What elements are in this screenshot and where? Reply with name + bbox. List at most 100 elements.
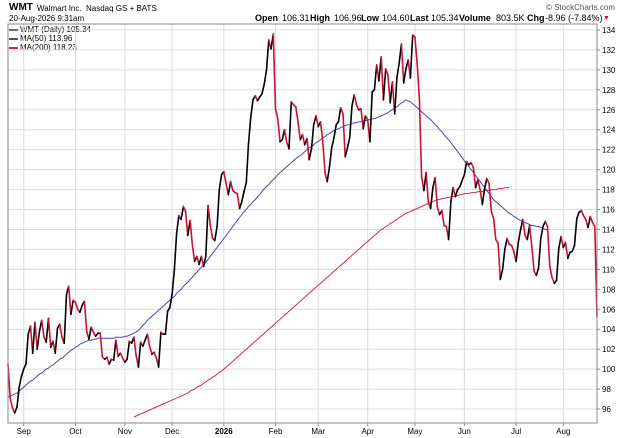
price-segment	[589, 215, 594, 224]
price-segment	[503, 237, 508, 251]
price-segment	[164, 310, 169, 336]
price-segment	[452, 186, 457, 198]
price-segment	[319, 121, 324, 142]
price-segment	[146, 333, 151, 348]
price-segment	[250, 99, 254, 118]
price-segment	[384, 68, 389, 76]
y-tick-label: 98	[602, 385, 611, 394]
last-value: 105.34	[431, 13, 459, 23]
volume-label: Volume	[459, 13, 491, 23]
open-label: Open	[255, 13, 279, 23]
legend-item-ma50: MA(50) 113.96	[9, 34, 91, 43]
low-label: Low	[361, 13, 379, 23]
y-tick-label: 134	[602, 26, 616, 35]
y-tick-label: 122	[602, 146, 616, 155]
price-segment	[528, 224, 533, 248]
x-tick-label: May	[407, 427, 422, 436]
price-segment	[180, 205, 185, 221]
price-segment	[396, 62, 401, 79]
y-tick-label: 112	[602, 245, 615, 254]
price-segment	[326, 165, 331, 183]
last-label: Last	[410, 13, 429, 23]
price-segment	[202, 255, 207, 268]
price-segment	[47, 317, 52, 349]
x-tick-label: Jul	[511, 427, 521, 436]
price-segment	[182, 205, 187, 213]
price-segment	[344, 146, 349, 158]
price-segment	[575, 211, 580, 220]
high-label: High	[310, 13, 330, 23]
y-tick-label: 118	[602, 186, 615, 195]
price-segment	[472, 166, 477, 189]
price-segment	[360, 108, 365, 130]
grid-lines	[8, 24, 597, 423]
y-tick-label: 126	[602, 106, 616, 115]
price-segment	[205, 204, 209, 258]
price-segment	[40, 319, 45, 339]
price-segment	[330, 136, 335, 149]
chart-header: WMT Walmart Inc. Nasdaq GS + BATS 20-Aug…	[0, 0, 619, 24]
price-segment	[126, 340, 131, 361]
price-segment	[499, 268, 504, 281]
x-tick-label: Jun	[458, 427, 471, 436]
price-segment	[434, 176, 439, 209]
price-segment	[551, 276, 556, 285]
price-segment	[355, 104, 360, 111]
price-segment	[485, 177, 490, 185]
watermark: © StockCharts.com	[545, 3, 615, 12]
price-layer	[7, 33, 598, 414]
price-segment	[555, 247, 560, 282]
price-segment	[333, 123, 338, 139]
y-tick-label: 108	[602, 285, 616, 294]
price-segment	[306, 137, 311, 161]
price-segment	[308, 147, 313, 161]
price-segment	[63, 293, 68, 345]
y-tick-label: 124	[602, 126, 616, 135]
price-segment	[483, 177, 488, 190]
price-segment	[207, 204, 212, 227]
price-segment	[189, 219, 194, 246]
price-segment	[209, 224, 214, 240]
price-segment	[9, 397, 14, 409]
price-segment	[481, 187, 486, 206]
x-axis: Sep Oct Nov Dec 2026 Feb Mar Apr May Jun Jul Aug	[17, 423, 570, 436]
price-segment	[70, 299, 74, 316]
price-segment	[74, 301, 79, 311]
price-segment	[409, 34, 414, 79]
price-segment	[54, 327, 59, 355]
price-segment	[418, 98, 423, 178]
price-segment	[425, 171, 430, 204]
price-segment	[106, 356, 110, 365]
price-segment	[521, 218, 526, 237]
price-segment	[515, 241, 520, 263]
price-segment	[380, 56, 385, 101]
price-segment	[492, 217, 497, 241]
price-segment	[115, 339, 119, 358]
price-segment	[171, 268, 176, 296]
price-segment	[133, 336, 137, 357]
change-value: -8.96 (-7.84%)	[545, 13, 603, 23]
price-segment	[339, 107, 344, 115]
price-segment	[142, 339, 146, 348]
price-segment	[22, 363, 27, 370]
price-segment	[571, 244, 576, 253]
price-segment	[247, 116, 252, 145]
y-tick-label: 106	[602, 305, 616, 314]
price-segment	[148, 345, 153, 356]
price-segment	[488, 182, 493, 213]
price-segment	[173, 232, 178, 271]
price-segment	[441, 209, 445, 227]
y-tick-label: 116	[602, 206, 615, 215]
price-segment	[447, 200, 452, 241]
y-tick-label: 120	[602, 166, 616, 175]
price-segment	[461, 173, 466, 182]
price-segment	[436, 206, 441, 216]
price-segment	[34, 321, 39, 351]
legend-swatch-ma50	[9, 37, 18, 40]
price-segment	[191, 243, 196, 263]
price-segment	[288, 101, 293, 150]
price-segment	[276, 118, 281, 143]
price-segment	[580, 209, 585, 217]
price-segment	[229, 180, 234, 192]
price-segment	[157, 331, 162, 368]
